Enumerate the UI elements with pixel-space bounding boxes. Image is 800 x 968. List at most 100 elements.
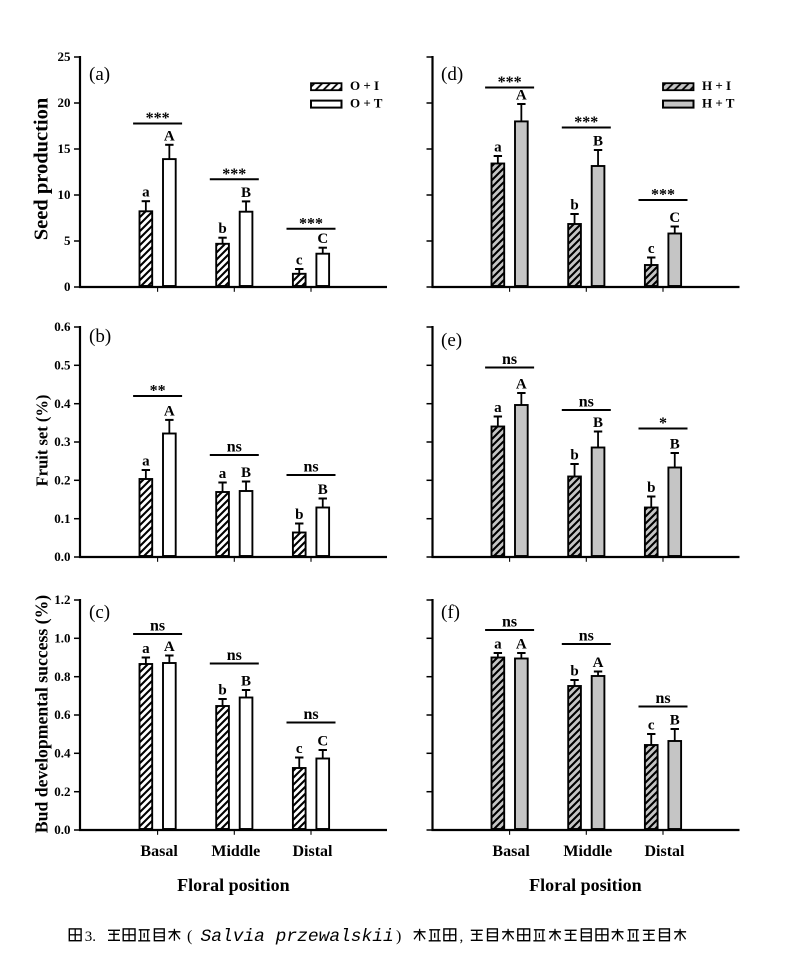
svg-text:H + I: H + I [702, 78, 731, 93]
svg-text:*: * [659, 415, 667, 432]
svg-text:**: ** [150, 383, 166, 400]
svg-text:***: *** [651, 187, 675, 204]
svg-text:ns: ns [579, 394, 594, 411]
svg-text:Distal: Distal [645, 843, 686, 860]
svg-text:0.8: 0.8 [54, 669, 71, 684]
svg-text:c: c [648, 718, 655, 734]
svg-text:b: b [570, 448, 578, 464]
svg-text:b: b [647, 480, 655, 496]
svg-text:5: 5 [64, 233, 71, 248]
svg-text:0.1: 0.1 [54, 511, 70, 526]
svg-text:): ) [396, 928, 401, 945]
svg-text:***: *** [222, 166, 246, 183]
svg-text:B: B [241, 465, 251, 481]
svg-text:B: B [593, 415, 603, 431]
svg-text:(c): (c) [89, 602, 110, 623]
svg-text:0.2: 0.2 [54, 784, 70, 799]
svg-text:a: a [494, 140, 502, 156]
svg-text:Basal: Basal [140, 843, 178, 860]
svg-text:0.6: 0.6 [54, 319, 71, 334]
svg-text:***: *** [299, 215, 323, 232]
svg-text:***: *** [574, 114, 598, 131]
svg-text:0.4: 0.4 [54, 396, 71, 411]
svg-text:ns: ns [227, 647, 242, 664]
svg-text:1.2: 1.2 [54, 592, 70, 607]
svg-text:B: B [593, 134, 603, 150]
svg-text:25: 25 [58, 49, 72, 64]
svg-text:b: b [218, 221, 226, 237]
svg-text:(a): (a) [89, 64, 110, 85]
svg-text:C: C [669, 210, 680, 226]
svg-text:a: a [142, 641, 150, 657]
svg-text:0.5: 0.5 [54, 358, 71, 373]
svg-text:1.0: 1.0 [54, 631, 70, 646]
svg-text:a: a [142, 454, 150, 470]
svg-text:0.3: 0.3 [54, 434, 71, 449]
svg-text:(e): (e) [441, 330, 462, 351]
svg-text:a: a [494, 400, 502, 416]
svg-text:A: A [516, 377, 527, 393]
svg-text:(f): (f) [441, 602, 460, 623]
svg-text:C: C [317, 231, 328, 247]
svg-text:ns: ns [227, 439, 242, 456]
svg-text:10: 10 [58, 187, 71, 202]
svg-text:A: A [516, 88, 527, 104]
svg-text:0.4: 0.4 [54, 746, 71, 761]
svg-text:O + T: O + T [350, 96, 383, 111]
svg-text:b: b [218, 683, 226, 699]
svg-text:Distal: Distal [293, 843, 334, 860]
svg-text:Seed production: Seed production [31, 97, 53, 240]
svg-text:,: , [460, 929, 464, 945]
svg-text:Basal: Basal [492, 843, 530, 860]
svg-text:0.0: 0.0 [54, 549, 70, 564]
svg-text:0.6: 0.6 [54, 707, 71, 722]
svg-text:ns: ns [303, 706, 318, 723]
svg-text:a: a [219, 466, 227, 482]
svg-text:ns: ns [579, 628, 594, 645]
svg-text:0: 0 [64, 279, 71, 294]
svg-text:15: 15 [58, 141, 72, 156]
svg-text:b: b [570, 664, 578, 680]
svg-text:20: 20 [58, 95, 71, 110]
svg-text:0.0: 0.0 [54, 822, 70, 837]
svg-text:Middle: Middle [211, 843, 260, 860]
svg-text:c: c [296, 741, 303, 757]
svg-text:O + I: O + I [350, 78, 379, 93]
svg-text:a: a [494, 637, 502, 653]
svg-text:A: A [164, 128, 175, 144]
svg-text:A: A [164, 639, 175, 655]
svg-text:B: B [670, 437, 680, 453]
svg-text:ns: ns [502, 351, 517, 368]
svg-text:B: B [241, 185, 251, 201]
svg-text:b: b [570, 198, 578, 214]
svg-text:A: A [164, 403, 175, 419]
svg-text:B: B [318, 482, 328, 498]
svg-text:B: B [670, 713, 680, 729]
svg-text:Salvia przewalskii: Salvia przewalskii [201, 927, 394, 947]
svg-text:Bud developmental success (%): Bud developmental success (%) [32, 595, 52, 833]
svg-text:***: *** [498, 74, 522, 91]
svg-text:H + T: H + T [702, 96, 735, 111]
svg-text:ns: ns [502, 614, 517, 631]
svg-text:c: c [648, 241, 655, 257]
svg-text:***: *** [146, 110, 170, 127]
svg-text:a: a [142, 185, 150, 201]
svg-text:c: c [296, 253, 303, 269]
svg-text:(d): (d) [441, 64, 463, 85]
svg-text:ns: ns [303, 459, 318, 476]
svg-text:0.2: 0.2 [54, 473, 70, 488]
svg-text:Floral position: Floral position [177, 875, 290, 895]
svg-text:A: A [516, 637, 527, 653]
svg-text:(b): (b) [89, 326, 111, 347]
svg-text:B: B [241, 674, 251, 690]
svg-text:A: A [593, 655, 604, 671]
svg-text:(: ( [187, 928, 192, 945]
svg-text:3.: 3. [85, 929, 96, 945]
svg-text:C: C [317, 734, 328, 750]
svg-text:Fruit set (%): Fruit set (%) [33, 395, 52, 487]
svg-text:b: b [295, 507, 303, 523]
svg-text:ns: ns [655, 690, 670, 707]
svg-text:Middle: Middle [563, 843, 612, 860]
svg-text:Floral position: Floral position [529, 875, 642, 895]
svg-text:ns: ns [150, 618, 165, 635]
